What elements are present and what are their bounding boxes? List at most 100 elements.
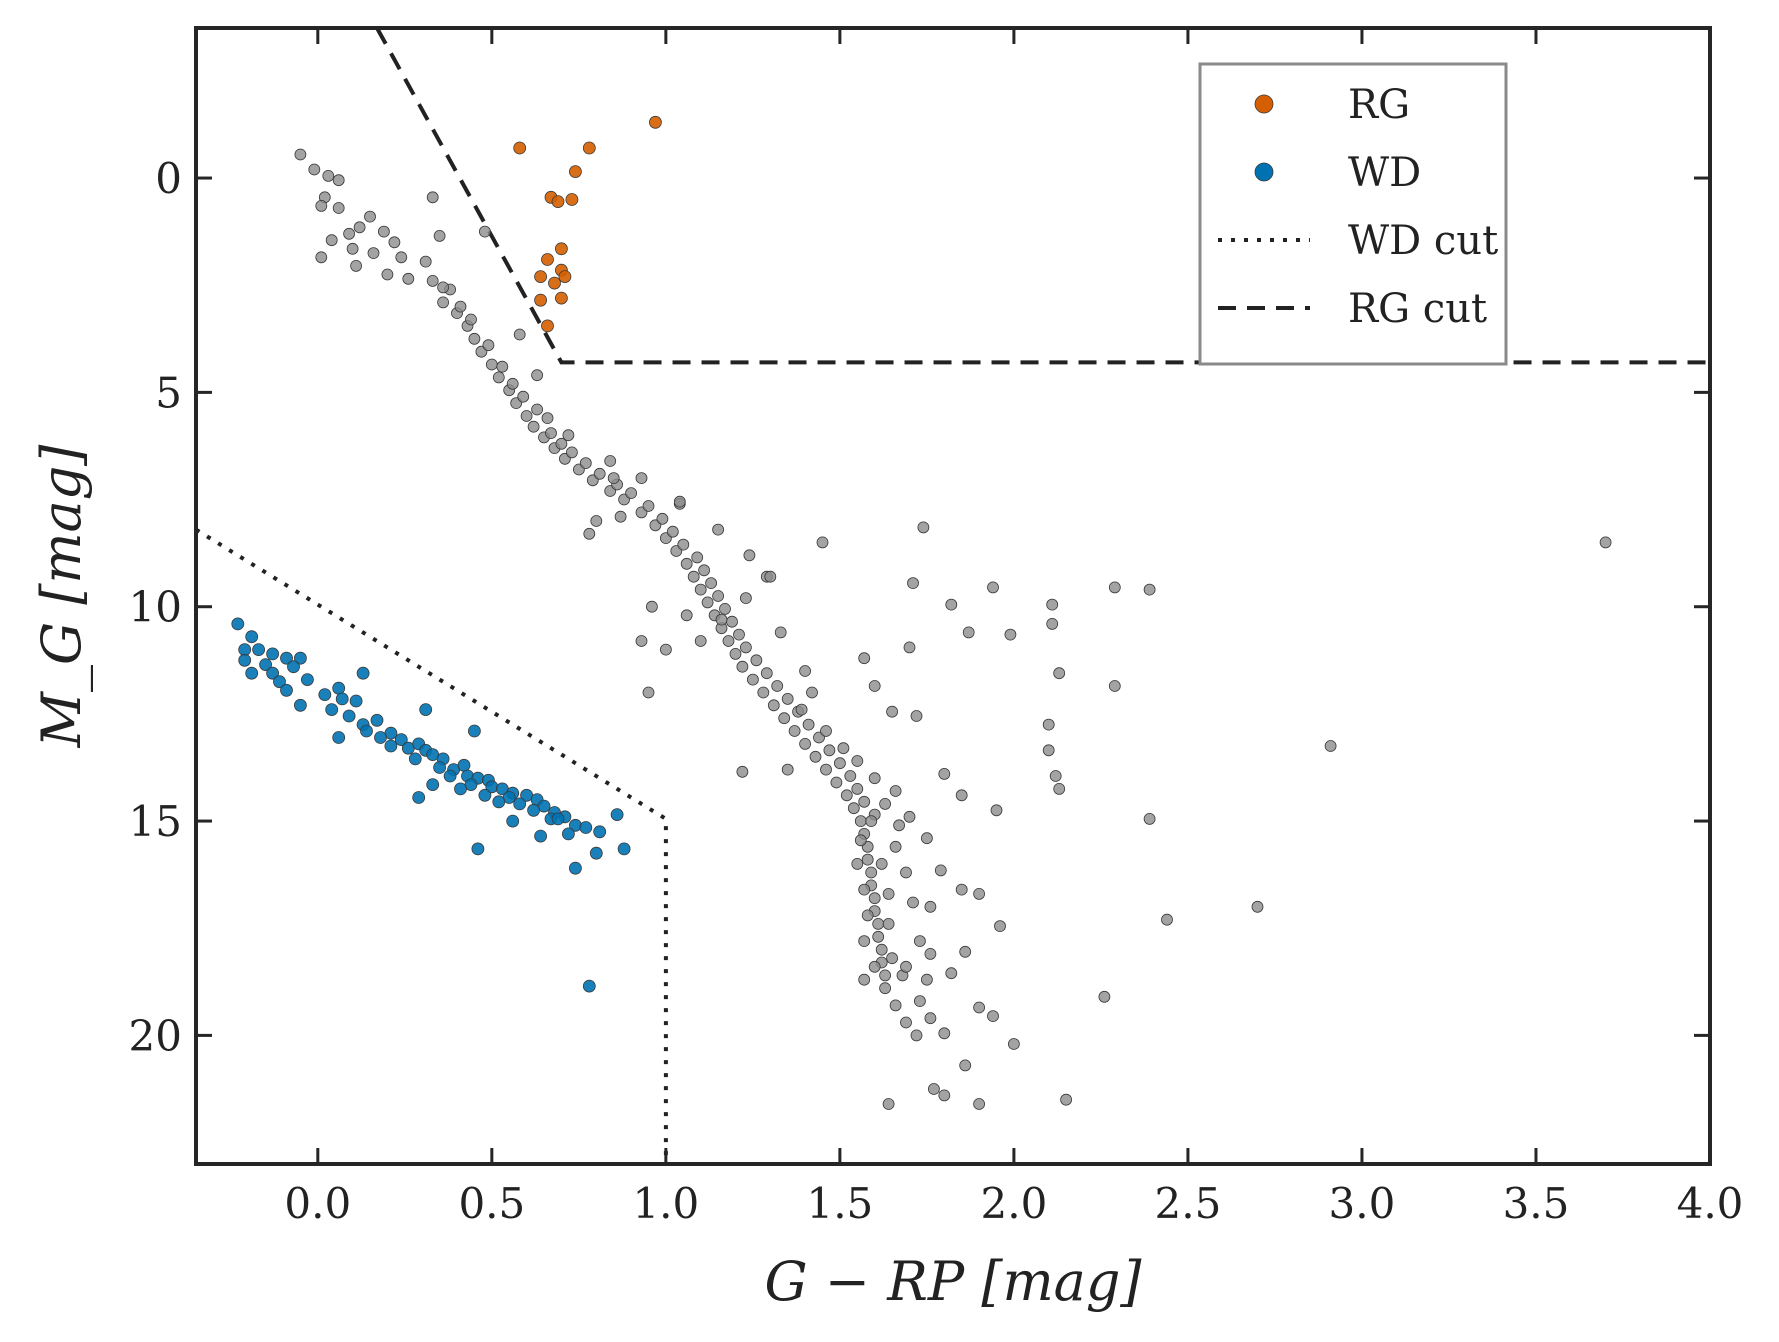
point-other: [879, 798, 891, 810]
point-other: [454, 300, 467, 313]
point-other: [680, 557, 693, 570]
point-other: [795, 703, 808, 716]
point-other: [938, 768, 951, 780]
point-wd: [293, 651, 307, 665]
point-other: [325, 234, 338, 247]
point-other: [945, 967, 958, 980]
point-wd: [467, 724, 481, 738]
point-other: [607, 472, 620, 485]
point-other: [579, 457, 592, 470]
point-wd: [478, 788, 492, 802]
point-other: [882, 888, 895, 900]
legend-marker-rg: [1254, 94, 1274, 114]
point-other: [854, 834, 867, 847]
point-rg: [565, 193, 579, 206]
point-wd: [527, 803, 540, 817]
x-tick-label: 2.0: [981, 1179, 1048, 1228]
point-other: [332, 174, 345, 187]
point-other: [1046, 618, 1059, 630]
point-other: [364, 210, 376, 223]
point-other: [722, 635, 735, 647]
point-other: [437, 296, 450, 309]
point-wd: [238, 653, 252, 667]
point-wd: [513, 797, 527, 811]
point-wd: [551, 812, 565, 826]
point-wd: [492, 795, 506, 809]
point-other: [395, 251, 408, 264]
point-other: [614, 510, 627, 523]
point-other: [851, 858, 864, 870]
point-other: [778, 712, 791, 725]
point-other: [907, 577, 919, 589]
point-other: [1053, 667, 1066, 680]
y-tick-label: 10: [129, 583, 182, 632]
point-other: [987, 581, 999, 594]
point-rg: [541, 319, 554, 333]
legend-marker-wd: [1254, 162, 1274, 182]
point-other: [955, 789, 968, 802]
point-rg: [534, 293, 547, 307]
point-other: [1108, 680, 1121, 692]
point-wd: [582, 979, 596, 993]
point-other: [468, 332, 481, 345]
point-other: [294, 148, 307, 161]
point-wd: [280, 651, 293, 665]
point-other: [350, 259, 363, 272]
rg-cut-line: [375, 27, 1710, 365]
point-rg: [555, 242, 568, 256]
point-other: [635, 635, 648, 647]
point-other: [701, 596, 714, 609]
point-other: [917, 521, 930, 534]
point-other: [1008, 1038, 1020, 1050]
data-points: [231, 115, 1612, 1110]
point-other: [736, 660, 749, 673]
point-other: [426, 274, 439, 287]
point-other: [698, 564, 710, 577]
point-wd: [318, 688, 332, 701]
point-wd: [370, 713, 384, 727]
point-other: [593, 467, 606, 480]
point-other: [1042, 744, 1055, 757]
point-wd: [433, 761, 447, 774]
point-other: [642, 500, 655, 512]
point-other: [851, 783, 864, 795]
point-wd: [394, 733, 408, 746]
x-axis-label: G − RP [mag]: [765, 1250, 1143, 1313]
point-other: [625, 487, 637, 500]
x-tick-label: 0.5: [458, 1179, 525, 1228]
point-other: [802, 718, 815, 731]
point-other: [764, 570, 777, 583]
point-other: [858, 795, 871, 808]
point-other: [719, 603, 731, 615]
point-other: [914, 995, 926, 1007]
point-other: [834, 757, 846, 770]
point-other: [861, 909, 874, 922]
point-other: [767, 699, 780, 712]
point-other: [781, 693, 794, 705]
point-other: [541, 412, 554, 425]
point-other: [924, 1012, 937, 1025]
point-other: [1060, 1093, 1072, 1106]
point-other: [879, 969, 891, 982]
point-other: [774, 626, 787, 639]
point-other: [1053, 783, 1066, 795]
point-other: [712, 590, 724, 602]
point-other: [367, 247, 380, 260]
y-tick-label: 15: [129, 797, 182, 846]
point-rg: [558, 270, 572, 284]
point-other: [726, 615, 738, 628]
legend-label-wd-cut: WD cut: [1348, 218, 1498, 264]
point-other: [973, 1001, 985, 1014]
wd-cut-line: [194, 527, 668, 1164]
point-other: [673, 495, 686, 508]
point-other: [924, 948, 937, 960]
point-other: [590, 515, 603, 527]
point-wd: [356, 666, 370, 680]
point-other: [914, 935, 926, 947]
point-other: [513, 328, 526, 341]
legend-frame: [1198, 62, 1508, 366]
point-wd: [332, 681, 346, 695]
point-other: [760, 667, 773, 680]
point-rg: [649, 115, 662, 129]
